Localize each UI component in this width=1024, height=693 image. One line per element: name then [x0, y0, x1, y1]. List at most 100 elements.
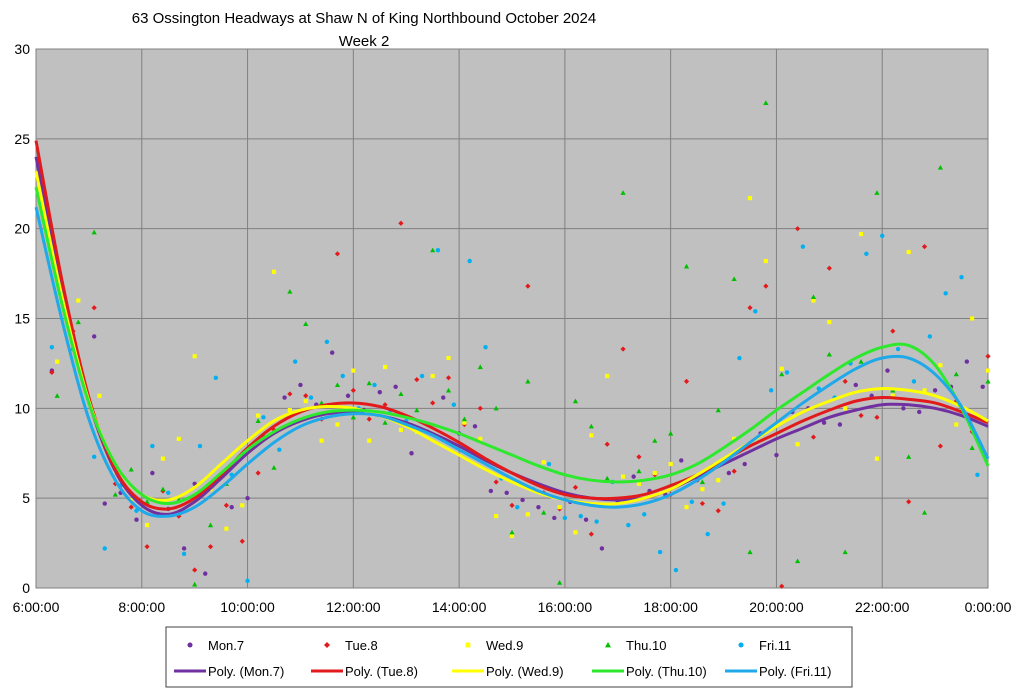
data-point	[890, 328, 896, 334]
data-point	[192, 581, 198, 587]
data-point	[715, 407, 721, 413]
data-point	[134, 517, 139, 522]
data-point	[837, 422, 843, 427]
data-point	[430, 373, 435, 379]
data-point	[557, 580, 563, 585]
data-point	[668, 461, 673, 467]
data-point	[620, 474, 626, 479]
data-point	[885, 368, 890, 373]
data-point	[605, 373, 610, 379]
x-tick-label: 14:00:00	[432, 599, 487, 615]
data-point	[441, 395, 446, 400]
data-point	[874, 414, 880, 420]
legend-label: Poly. (Wed.9)	[486, 664, 564, 679]
data-point	[261, 415, 266, 420]
data-point	[964, 359, 970, 364]
data-point	[826, 265, 832, 271]
data-point	[419, 373, 425, 379]
data-point	[435, 248, 441, 253]
data-point	[504, 490, 509, 495]
data-point	[572, 484, 579, 490]
data-point	[430, 247, 436, 253]
legend-marker	[465, 642, 471, 648]
data-point	[541, 509, 547, 515]
data-point	[932, 388, 938, 393]
data-point	[224, 526, 229, 531]
data-point	[636, 468, 642, 474]
data-point	[827, 320, 832, 325]
data-point	[921, 509, 928, 515]
data-point	[382, 402, 388, 408]
data-point	[546, 461, 552, 467]
data-point	[774, 452, 779, 458]
data-point	[880, 233, 885, 239]
data-point	[55, 359, 60, 364]
data-point	[97, 393, 102, 398]
data-point	[445, 375, 452, 381]
legend-label: Thu.10	[626, 638, 666, 653]
data-point	[980, 384, 985, 389]
data-point	[917, 409, 922, 415]
data-point	[303, 393, 309, 399]
data-point	[203, 571, 208, 576]
data-point	[795, 226, 801, 232]
data-point	[911, 379, 917, 384]
data-point	[245, 495, 250, 501]
data-point	[102, 501, 107, 506]
data-point	[572, 398, 579, 404]
data-point	[240, 503, 245, 508]
data-point	[398, 391, 404, 397]
data-point	[763, 258, 768, 264]
legend-marker	[324, 642, 330, 648]
data-point	[779, 371, 785, 377]
data-point	[985, 378, 991, 384]
trendline	[34, 140, 989, 511]
data-point	[134, 508, 139, 513]
data-point	[303, 399, 308, 404]
legend-marker	[605, 642, 611, 648]
data-point	[842, 378, 848, 384]
data-point	[462, 420, 467, 425]
data-point	[91, 305, 97, 311]
data-point	[207, 522, 214, 528]
data-point	[329, 350, 335, 355]
data-point	[223, 502, 229, 508]
y-tick-label: 5	[22, 490, 30, 506]
data-point	[620, 190, 626, 195]
data-point	[737, 355, 742, 361]
data-point	[699, 500, 705, 507]
data-point	[477, 364, 483, 370]
trendline	[34, 187, 990, 506]
data-point	[937, 443, 943, 449]
data-point	[461, 416, 467, 422]
data-point	[509, 529, 515, 535]
data-point	[54, 393, 60, 398]
data-point	[382, 364, 388, 370]
data-point	[954, 422, 959, 427]
data-point	[398, 220, 404, 226]
data-point	[409, 451, 414, 456]
data-point	[541, 460, 546, 465]
trendline	[34, 206, 990, 518]
data-point	[890, 393, 895, 398]
data-point	[763, 100, 769, 105]
data-point	[810, 434, 817, 440]
data-point	[255, 418, 261, 423]
x-tick-label: 22:00:00	[855, 599, 910, 615]
data-point	[197, 443, 203, 449]
data-point	[144, 544, 150, 550]
data-point	[350, 387, 356, 393]
legend-marker	[738, 642, 744, 648]
data-point	[509, 533, 515, 538]
data-point	[271, 465, 277, 470]
data-point	[810, 294, 817, 300]
data-point	[308, 395, 314, 400]
data-point	[75, 319, 81, 325]
data-point	[705, 531, 710, 537]
legend-label: Poly. (Thu.10)	[626, 664, 707, 679]
data-point	[784, 370, 790, 375]
data-point	[525, 378, 531, 384]
data-point	[351, 368, 356, 373]
legend-label: Mon.7	[208, 638, 244, 653]
